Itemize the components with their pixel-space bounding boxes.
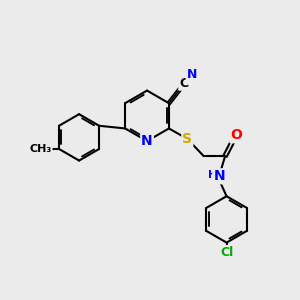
Text: H: H — [208, 170, 217, 180]
Text: N: N — [141, 134, 153, 148]
Text: N: N — [187, 68, 197, 81]
Text: CH₃: CH₃ — [29, 144, 52, 154]
Text: Cl: Cl — [220, 246, 233, 259]
Text: N: N — [213, 169, 225, 183]
Text: O: O — [230, 128, 242, 142]
Text: C: C — [179, 77, 188, 90]
Text: S: S — [182, 132, 192, 146]
